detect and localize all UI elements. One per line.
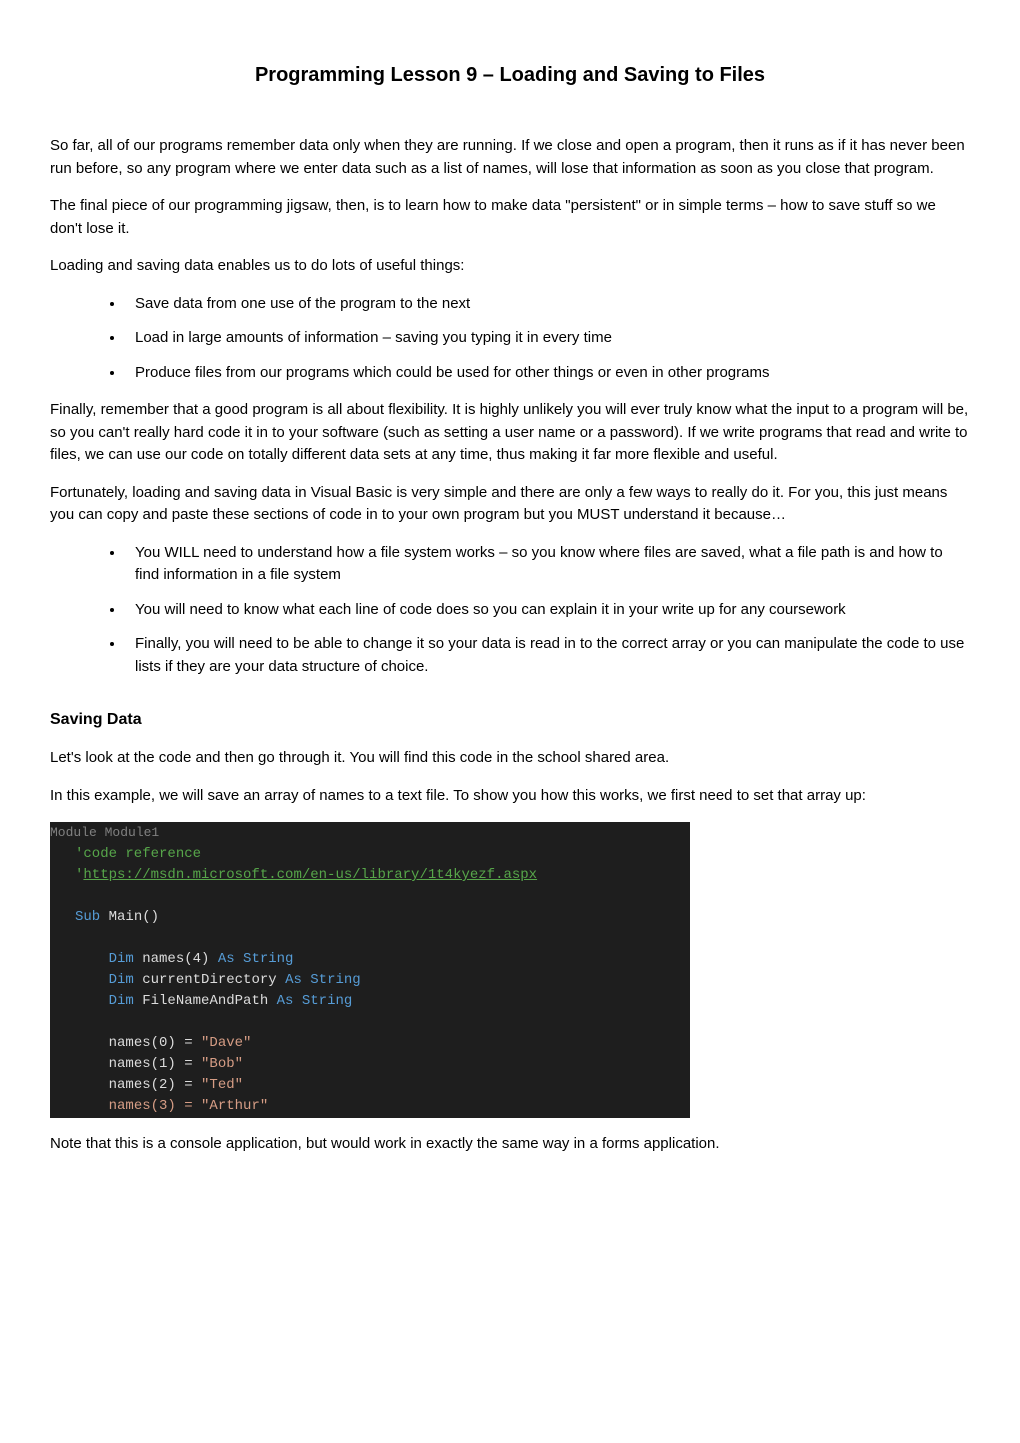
intro-paragraph-3: Loading and saving data enables us to do… bbox=[50, 255, 970, 278]
code-comment-link: https://msdn.microsoft.com/en-us/library… bbox=[83, 867, 537, 883]
code-module-header: Module Module1 bbox=[50, 825, 159, 840]
closing-paragraph: Note that this is a console application,… bbox=[50, 1133, 970, 1156]
saving-paragraph-2: In this example, we will save an array o… bbox=[50, 785, 970, 808]
flexibility-paragraph-2: Fortunately, loading and saving data in … bbox=[50, 482, 970, 527]
code-assign: names(2) = bbox=[109, 1077, 201, 1093]
code-identifier: names(4) bbox=[134, 951, 218, 967]
code-assign: names(0) = bbox=[109, 1035, 201, 1051]
code-assign: names(1) = bbox=[109, 1056, 201, 1072]
useful-things-list: Save data from one use of the program to… bbox=[50, 293, 970, 385]
code-string: "Dave" bbox=[201, 1035, 251, 1051]
code-string: "Bob" bbox=[201, 1056, 243, 1072]
code-keyword-dim: Dim bbox=[109, 951, 134, 967]
code-keyword-as: As String bbox=[285, 972, 361, 988]
code-keyword-dim: Dim bbox=[109, 993, 134, 1009]
code-comment: 'code reference bbox=[75, 846, 201, 862]
code-snippet: Module Module1 'code reference 'https://… bbox=[50, 822, 690, 1118]
code-string: "Ted" bbox=[201, 1077, 243, 1093]
list-item: Produce files from our programs which co… bbox=[125, 362, 970, 385]
code-string: "Arthur" bbox=[201, 1098, 268, 1114]
must-understand-list: You WILL need to understand how a file s… bbox=[50, 542, 970, 679]
code-keyword-as: As String bbox=[277, 993, 353, 1009]
flexibility-paragraph-1: Finally, remember that a good program is… bbox=[50, 399, 970, 467]
code-keyword-dim: Dim bbox=[109, 972, 134, 988]
code-identifier: Main() bbox=[100, 909, 159, 925]
code-keyword-sub: Sub bbox=[75, 909, 100, 925]
list-item: Finally, you will need to be able to cha… bbox=[125, 633, 970, 678]
code-identifier: currentDirectory bbox=[134, 972, 285, 988]
saving-paragraph-1: Let's look at the code and then go throu… bbox=[50, 747, 970, 770]
page-title: Programming Lesson 9 – Loading and Savin… bbox=[50, 60, 970, 90]
code-keyword-as: As String bbox=[218, 951, 294, 967]
intro-paragraph-2: The final piece of our programming jigsa… bbox=[50, 195, 970, 240]
saving-data-heading: Saving Data bbox=[50, 708, 970, 732]
list-item: You WILL need to understand how a file s… bbox=[125, 542, 970, 587]
intro-paragraph-1: So far, all of our programs remember dat… bbox=[50, 135, 970, 180]
list-item: Save data from one use of the program to… bbox=[125, 293, 970, 316]
list-item: Load in large amounts of information – s… bbox=[125, 327, 970, 350]
code-assign: names(3) = bbox=[109, 1098, 201, 1114]
code-identifier: FileNameAndPath bbox=[134, 993, 277, 1009]
list-item: You will need to know what each line of … bbox=[125, 599, 970, 622]
